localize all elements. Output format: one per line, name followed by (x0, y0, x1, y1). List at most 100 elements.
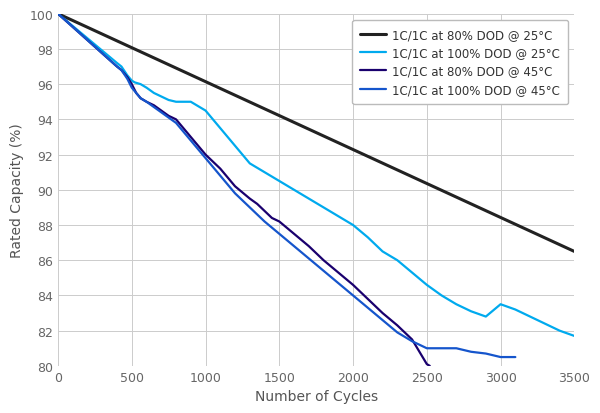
1C/1C at 80% DOD @ 45°C (246, 197, 253, 202)
X-axis label: Number of Cycles: Number of Cycles (254, 389, 378, 404)
1C/1C at 80% DOD @ 45°C (409, 337, 416, 342)
1C/1C at 80% DOD @ 45°C (55, 12, 62, 17)
1C/1C at 100% DOD @ 25°C (541, 321, 548, 326)
1C/1C at 100% DOD @ 45°C (151, 105, 158, 110)
1C/1C at 100% DOD @ 45°C (261, 219, 268, 224)
Legend: 1C/1C at 80% DOD @ 25°C, 1C/1C at 100% DOD @ 25°C, 1C/1C at 80% DOD @ 45°C, 1C/1: 1C/1C at 80% DOD @ 25°C, 1C/1C at 100% D… (352, 21, 568, 105)
1C/1C at 80% DOD @ 45°C (128, 83, 136, 88)
1C/1C at 100% DOD @ 25°C (379, 249, 386, 254)
1C/1C at 100% DOD @ 45°C (187, 139, 194, 144)
1C/1C at 100% DOD @ 45°C (335, 281, 342, 286)
1C/1C at 100% DOD @ 45°C (172, 121, 179, 126)
Line: 1C/1C at 80% DOD @ 45°C: 1C/1C at 80% DOD @ 45°C (58, 15, 430, 366)
1C/1C at 80% DOD @ 45°C (268, 216, 275, 221)
1C/1C at 100% DOD @ 45°C (55, 12, 62, 17)
1C/1C at 80% DOD @ 45°C (364, 297, 371, 302)
1C/1C at 100% DOD @ 45°C (124, 77, 131, 82)
1C/1C at 100% DOD @ 25°C (246, 161, 253, 166)
1C/1C at 80% DOD @ 45°C (124, 76, 131, 81)
1C/1C at 100% DOD @ 45°C (438, 346, 445, 351)
1C/1C at 100% DOD @ 25°C (158, 95, 165, 100)
1C/1C at 100% DOD @ 25°C (55, 12, 62, 17)
1C/1C at 80% DOD @ 45°C (320, 258, 327, 263)
1C/1C at 80% DOD @ 45°C (143, 100, 150, 105)
1C/1C at 100% DOD @ 25°C (275, 179, 283, 184)
1C/1C at 100% DOD @ 45°C (202, 156, 209, 161)
1C/1C at 100% DOD @ 45°C (275, 232, 283, 237)
1C/1C at 100% DOD @ 25°C (394, 258, 401, 263)
1C/1C at 100% DOD @ 25°C (202, 109, 209, 114)
1C/1C at 100% DOD @ 25°C (453, 302, 460, 307)
1C/1C at 100% DOD @ 45°C (133, 91, 140, 96)
1C/1C at 80% DOD @ 45°C (118, 69, 125, 74)
1C/1C at 100% DOD @ 25°C (165, 98, 172, 103)
1C/1C at 100% DOD @ 25°C (423, 283, 430, 288)
1C/1C at 80% DOD @ 45°C (290, 232, 298, 237)
1C/1C at 80% DOD @ 45°C (137, 97, 144, 102)
1C/1C at 100% DOD @ 45°C (305, 256, 313, 261)
1C/1C at 80% DOD @ 45°C (232, 184, 239, 189)
1C/1C at 80% DOD @ 45°C (172, 118, 179, 123)
1C/1C at 100% DOD @ 45°C (349, 293, 356, 298)
Line: 1C/1C at 100% DOD @ 25°C: 1C/1C at 100% DOD @ 25°C (58, 15, 574, 336)
1C/1C at 100% DOD @ 25°C (180, 100, 187, 105)
1C/1C at 80% DOD @ 45°C (426, 363, 433, 368)
1C/1C at 100% DOD @ 45°C (320, 268, 327, 273)
1C/1C at 80% DOD @ 45°C (349, 283, 356, 288)
1C/1C at 100% DOD @ 25°C (364, 235, 371, 240)
1C/1C at 100% DOD @ 25°C (409, 271, 416, 275)
1C/1C at 100% DOD @ 45°C (128, 86, 136, 91)
1C/1C at 100% DOD @ 25°C (335, 214, 342, 219)
1C/1C at 100% DOD @ 25°C (261, 170, 268, 175)
1C/1C at 100% DOD @ 25°C (497, 302, 504, 307)
1C/1C at 100% DOD @ 25°C (571, 334, 578, 339)
1C/1C at 100% DOD @ 25°C (217, 126, 224, 131)
1C/1C at 100% DOD @ 25°C (482, 314, 490, 319)
1C/1C at 100% DOD @ 25°C (556, 328, 563, 333)
1C/1C at 100% DOD @ 45°C (505, 355, 512, 360)
1C/1C at 100% DOD @ 45°C (246, 205, 253, 210)
1C/1C at 80% DOD @ 45°C (165, 114, 172, 119)
1C/1C at 100% DOD @ 25°C (305, 197, 313, 202)
1C/1C at 100% DOD @ 45°C (217, 174, 224, 179)
1C/1C at 100% DOD @ 45°C (394, 330, 401, 335)
1C/1C at 80% DOD @ 45°C (335, 271, 342, 275)
1C/1C at 80% DOD @ 45°C (217, 167, 224, 172)
1C/1C at 100% DOD @ 45°C (364, 306, 371, 311)
1C/1C at 80% DOD @ 45°C (261, 209, 268, 214)
1C/1C at 80% DOD @ 45°C (305, 244, 313, 249)
1C/1C at 80% DOD @ 45°C (187, 135, 194, 140)
1C/1C at 100% DOD @ 45°C (379, 318, 386, 323)
1C/1C at 100% DOD @ 45°C (137, 97, 144, 102)
1C/1C at 100% DOD @ 45°C (165, 116, 172, 121)
1C/1C at 100% DOD @ 25°C (290, 188, 298, 193)
1C/1C at 80% DOD @ 45°C (113, 65, 121, 70)
1C/1C at 100% DOD @ 45°C (232, 191, 239, 196)
1C/1C at 100% DOD @ 25°C (232, 144, 239, 149)
1C/1C at 100% DOD @ 25°C (187, 100, 194, 105)
1C/1C at 80% DOD @ 45°C (423, 362, 430, 367)
1C/1C at 100% DOD @ 45°C (143, 100, 150, 105)
1C/1C at 100% DOD @ 45°C (497, 355, 504, 360)
1C/1C at 80% DOD @ 45°C (133, 91, 140, 96)
1C/1C at 80% DOD @ 45°C (202, 153, 209, 158)
1C/1C at 100% DOD @ 45°C (409, 339, 416, 344)
1C/1C at 100% DOD @ 25°C (467, 309, 475, 314)
Y-axis label: Rated Capacity (%): Rated Capacity (%) (10, 123, 24, 258)
1C/1C at 100% DOD @ 45°C (423, 346, 430, 351)
1C/1C at 80% DOD @ 45°C (158, 109, 165, 114)
1C/1C at 100% DOD @ 25°C (143, 86, 150, 91)
1C/1C at 100% DOD @ 45°C (290, 244, 298, 249)
1C/1C at 100% DOD @ 25°C (151, 91, 158, 96)
1C/1C at 100% DOD @ 45°C (467, 349, 475, 354)
1C/1C at 80% DOD @ 45°C (151, 104, 158, 109)
1C/1C at 100% DOD @ 45°C (512, 355, 519, 360)
1C/1C at 100% DOD @ 45°C (158, 111, 165, 116)
1C/1C at 100% DOD @ 25°C (131, 81, 139, 85)
1C/1C at 100% DOD @ 25°C (137, 83, 144, 88)
1C/1C at 100% DOD @ 45°C (482, 351, 490, 356)
1C/1C at 80% DOD @ 45°C (275, 219, 283, 224)
1C/1C at 100% DOD @ 45°C (453, 346, 460, 351)
1C/1C at 80% DOD @ 45°C (254, 202, 261, 207)
1C/1C at 100% DOD @ 45°C (118, 69, 125, 74)
